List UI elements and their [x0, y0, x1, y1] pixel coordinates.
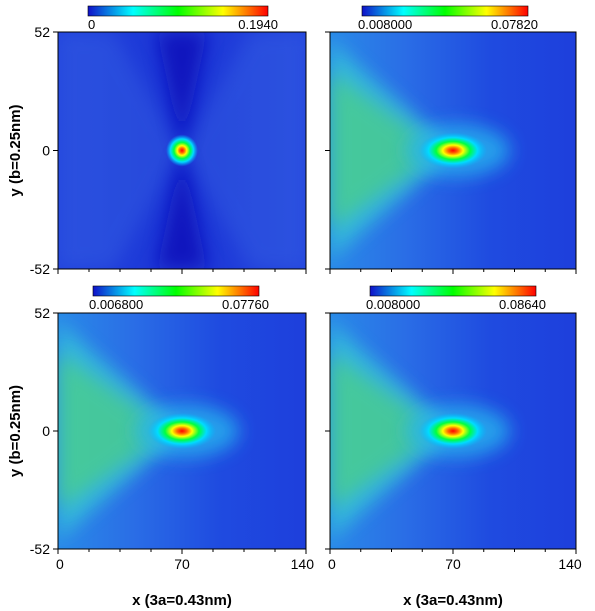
- y-tick-label: -52: [30, 261, 50, 277]
- x-tick-label: 140: [558, 556, 582, 572]
- x-axis-label: x (3a=0.43nm): [132, 592, 232, 609]
- colorbar-gradient: [369, 285, 537, 297]
- colorbar-min-label: 0: [88, 17, 95, 32]
- panel-1: 52 0 -52 y (b=0.25nm) 0 0.1940: [7, 5, 307, 277]
- peak-spot: [419, 132, 487, 169]
- colorbar-min-label: 0.008000: [366, 297, 420, 312]
- peak-spot: [166, 134, 198, 167]
- panel-4: 0 70 140 x (3a=0.43nm) 0.008000 0.08640: [325, 285, 582, 609]
- colorbar: 0.008000 0.07820: [358, 5, 538, 32]
- y-tick-label: 52: [34, 24, 50, 40]
- x-tick-label: 70: [445, 556, 461, 572]
- colorbar-min-label: 0.006800: [89, 297, 143, 312]
- colorbar: 0.008000 0.08640: [366, 285, 546, 312]
- x-tick-label: 140: [291, 556, 315, 572]
- peak-spot: [419, 413, 487, 449]
- colorbar-min-label: 0.008000: [358, 17, 412, 32]
- colorbar-max-label: 0.07820: [491, 17, 538, 32]
- x-tick-label: 0: [328, 556, 336, 572]
- colorbar-max-label: 0.07760: [222, 297, 269, 312]
- y-tick-label: 0: [42, 143, 50, 159]
- y-axis-label: y (b=0.25nm): [7, 104, 24, 196]
- y-axis-label: y (b=0.25nm): [7, 385, 24, 477]
- heatmap-field: [330, 323, 510, 539]
- peak-spot: [148, 413, 216, 449]
- heatmap-field: [58, 32, 306, 269]
- heatmap-field: [58, 323, 239, 539]
- colorbar-gradient: [92, 285, 260, 297]
- colorbar: 0 0.1940: [87, 5, 278, 32]
- colorbar-max-label: 0.08640: [499, 297, 546, 312]
- colorbar-gradient: [87, 5, 269, 17]
- y-tick-label: 0: [42, 423, 50, 439]
- colorbar: 0.006800 0.07760: [89, 285, 269, 312]
- panel-2: 0.008000 0.07820: [325, 5, 577, 274]
- x-tick-label: 70: [174, 556, 190, 572]
- heatmap-field: [330, 42, 510, 259]
- colorbar-max-label: 0.1940: [238, 17, 278, 32]
- x-tick-label: 0: [56, 556, 64, 572]
- y-tick-label: 52: [34, 305, 50, 321]
- y-tick-label: -52: [30, 541, 50, 557]
- x-axis-label: x (3a=0.43nm): [403, 592, 503, 609]
- colorbar-gradient: [361, 5, 529, 17]
- panel-3: 52 0 -52 0 70 140 y (b=0.25nm) x (3a=0.43nm) 0.0…: [7, 285, 315, 609]
